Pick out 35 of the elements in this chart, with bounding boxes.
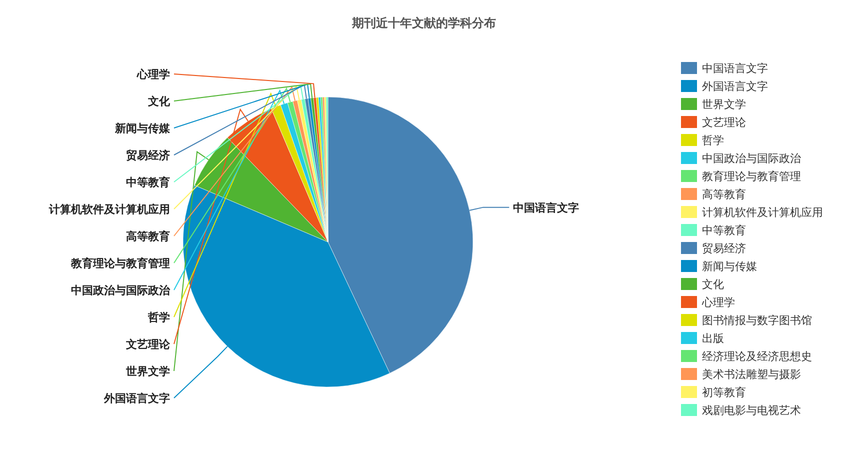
legend-label: 美术书法雕塑与摄影	[702, 368, 801, 381]
legend-label: 初等教育	[702, 386, 746, 399]
legend-label: 中国政治与国际政治	[702, 152, 801, 165]
slice-label: 心理学	[136, 68, 170, 81]
slice-label: 新闻与传媒	[114, 122, 171, 135]
legend-label: 心理学	[701, 296, 735, 309]
legend-label: 中等教育	[702, 224, 746, 237]
legend-label: 高等教育	[702, 188, 746, 201]
slice-label: 哲学	[147, 311, 170, 324]
slice-label: 外国语言文字	[103, 392, 170, 405]
legend-label: 戏剧电影与电视艺术	[702, 404, 801, 417]
legend-label: 教育理论与教育管理	[702, 170, 801, 183]
slice-label: 高等教育	[126, 230, 170, 243]
legend-label: 贸易经济	[702, 242, 746, 255]
slice-label: 文化	[147, 95, 171, 108]
legend-label: 图书情报与数字图书馆	[702, 314, 812, 327]
chart-title: 期刊近十年文献的学科分布	[351, 16, 496, 30]
slice-label: 贸易经济	[126, 149, 170, 162]
legend-label: 新闻与传媒	[702, 260, 757, 273]
slice-label: 世界文学	[125, 365, 170, 378]
slice-label: 计算机软件及计算机应用	[48, 203, 170, 216]
slice-label: 中国语言文字	[513, 201, 580, 214]
legend-label: 文艺理论	[702, 116, 746, 129]
legend-label: 出版	[702, 332, 724, 345]
legend-label: 经济理论及经济思想史	[702, 350, 812, 363]
legend-label: 世界文学	[702, 98, 746, 111]
slice-label: 文艺理论	[125, 338, 171, 351]
slice-label: 教育理论与教育管理	[70, 257, 170, 270]
legend-label: 计算机软件及计算机应用	[702, 206, 823, 219]
legend-label: 中国语言文字	[702, 62, 768, 75]
legend-label: 外国语言文字	[702, 80, 768, 93]
slice-label: 中国政治与国际政治	[71, 284, 171, 297]
slice-label: 中等教育	[126, 176, 170, 189]
legend-label: 哲学	[702, 134, 724, 147]
legend-label: 文化	[702, 278, 724, 291]
